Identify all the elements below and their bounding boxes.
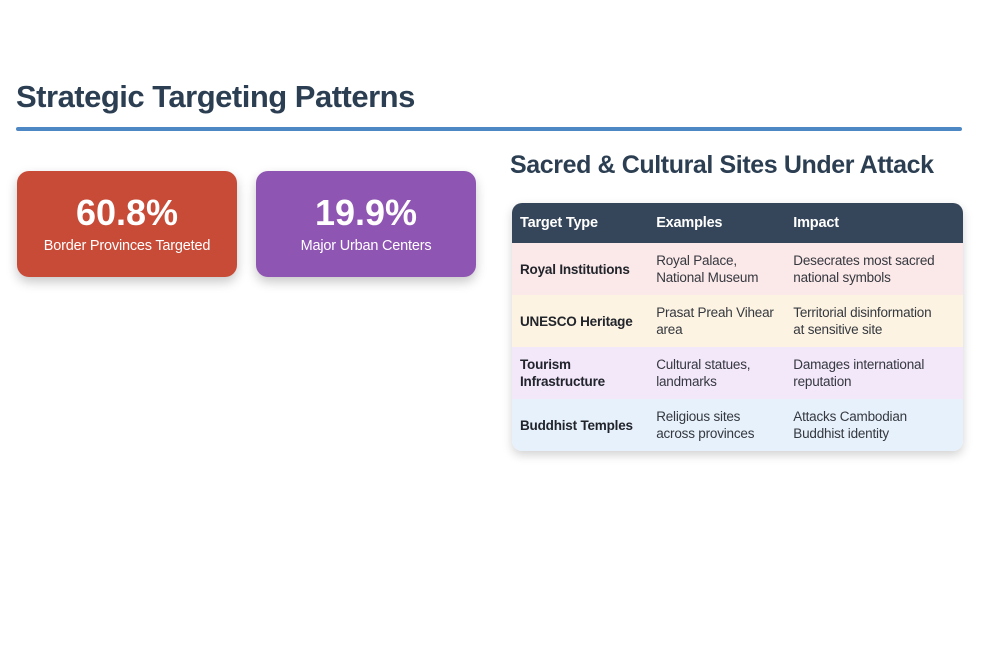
title-underline: [16, 127, 962, 131]
stat-card-urban-centers: 19.9% Major Urban Centers: [256, 171, 476, 277]
sites-table: Target Type Examples Impact Royal Instit…: [512, 203, 963, 451]
section-heading: Sacred & Cultural Sites Under Attack: [510, 151, 934, 179]
cell-impact: Damages international reputation: [793, 357, 925, 389]
cell-examples: Prasat Preah Vihear area: [656, 305, 774, 337]
column-header-impact: Impact: [793, 215, 839, 231]
stat-value: 60.8%: [75, 191, 179, 233]
column-header-examples: Examples: [656, 215, 723, 231]
cell-impact: Attacks Cambodian Buddhist identity: [793, 409, 907, 441]
table-row-tourism-infrastructure: Tourism Infrastructure Cultural statues,…: [512, 347, 963, 399]
cell-target-type: Buddhist Temples: [520, 417, 633, 433]
stat-card-border-provinces: 60.8% Border Provinces Targeted: [17, 171, 237, 277]
cell-impact: Territorial disinformation at sensitive …: [793, 305, 932, 337]
table-header-row: Target Type Examples Impact: [512, 203, 963, 243]
page-title: Strategic Targeting Patterns: [16, 79, 415, 114]
table-row-unesco-heritage: UNESCO Heritage Prasat Preah Vihear area…: [512, 295, 963, 347]
cell-examples: Royal Palace, National Museum: [656, 253, 759, 285]
cell-impact: Desecrates most sacred national symbols: [793, 253, 935, 285]
table-row-royal-institutions: Royal Institutions Royal Palace, Nationa…: [512, 243, 963, 295]
cell-target-type: Tourism Infrastructure: [520, 357, 605, 389]
cell-examples: Cultural statues, landmarks: [656, 357, 751, 389]
column-header-target-type: Target Type: [520, 215, 598, 231]
cell-target-type: UNESCO Heritage: [520, 313, 633, 329]
table-row-buddhist-temples: Buddhist Temples Religious sites across …: [512, 399, 963, 451]
stat-label: Border Provinces Targeted: [43, 238, 211, 255]
sites-table-container: Target Type Examples Impact Royal Instit…: [512, 203, 963, 451]
stat-label: Major Urban Centers: [300, 238, 432, 255]
cell-target-type: Royal Institutions: [520, 261, 630, 277]
stat-cards: 60.8% Border Provinces Targeted 19.9% Ma…: [17, 171, 476, 277]
cell-examples: Religious sites across provinces: [656, 409, 755, 441]
stat-value: 19.9%: [314, 191, 418, 233]
